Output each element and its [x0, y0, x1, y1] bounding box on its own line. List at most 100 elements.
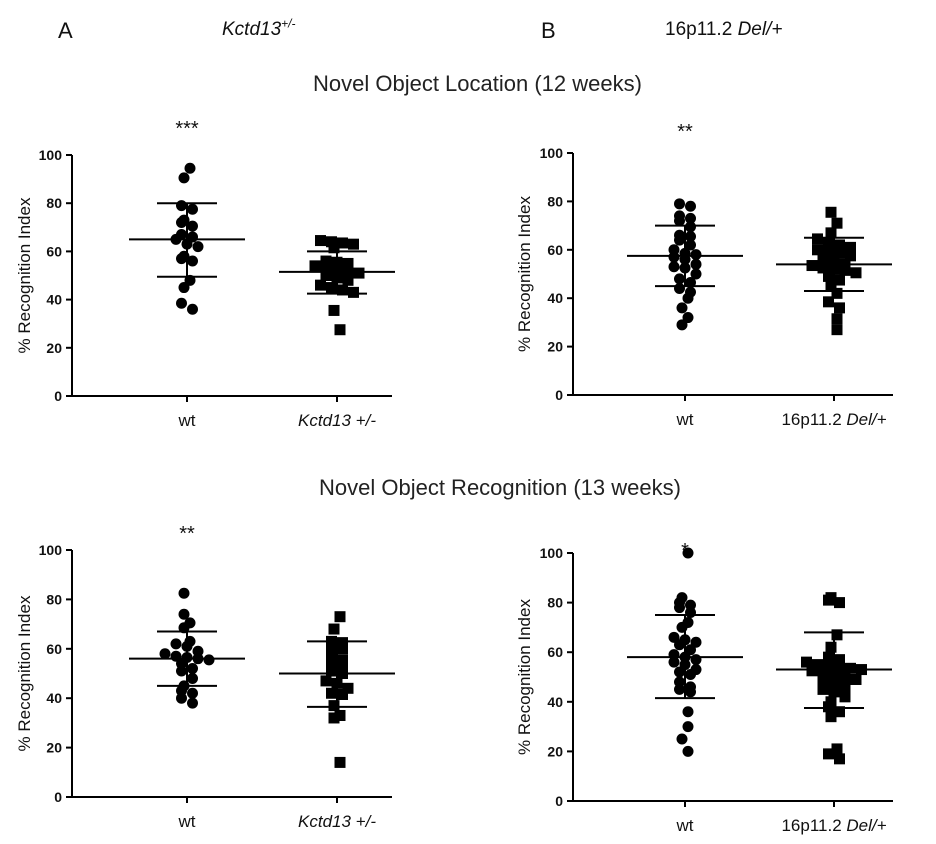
data-point	[834, 753, 845, 765]
data-point	[348, 238, 359, 250]
data-point	[328, 700, 340, 712]
data-point	[823, 701, 834, 713]
data-point	[682, 721, 694, 733]
data-point	[192, 241, 204, 253]
data-point	[831, 743, 843, 755]
data-point	[176, 297, 187, 309]
significance-label: **	[677, 121, 693, 143]
data-point	[823, 660, 834, 672]
y-tick-label: 40	[547, 290, 563, 306]
data-point	[176, 665, 187, 677]
data-point	[685, 221, 696, 233]
data-point	[812, 659, 823, 671]
panel-b-genotype: 16p11.2 Del/+	[665, 19, 782, 41]
data-point	[337, 643, 348, 655]
data-point	[187, 697, 198, 709]
data-point	[326, 282, 337, 294]
data-point	[674, 602, 685, 614]
data-point	[682, 547, 694, 559]
data-point	[817, 666, 829, 678]
y-tick-label: 0	[555, 793, 563, 809]
y-axis-label: % Recognition Index	[515, 599, 534, 755]
data-point	[328, 304, 340, 316]
panel-b-genotype-main: 16p11.2	[665, 19, 738, 40]
y-tick-label: 80	[46, 591, 62, 607]
data-point	[353, 267, 365, 279]
x-tick-label: Kctd13 +/-	[298, 812, 376, 831]
data-point	[668, 261, 680, 273]
x-tick-label: wt	[676, 816, 694, 835]
data-point	[834, 654, 845, 666]
data-point	[320, 255, 332, 267]
data-point	[817, 676, 829, 688]
data-point	[342, 274, 354, 286]
data-point	[823, 651, 834, 663]
data-point	[823, 296, 834, 308]
data-point	[831, 217, 843, 229]
x-tick-label: wt	[178, 812, 196, 831]
data-point	[337, 284, 348, 296]
data-point	[685, 239, 696, 251]
panel-a-genotype-main: Kctd13	[222, 19, 282, 40]
data-point	[674, 639, 685, 651]
y-tick-label: 60	[46, 243, 62, 259]
data-point	[187, 663, 198, 675]
data-point	[834, 274, 845, 286]
data-point	[823, 237, 834, 249]
data-point	[184, 162, 196, 174]
data-point	[674, 683, 685, 695]
y-tick-label: 100	[540, 145, 564, 161]
panel-a-genotype-sup: +/-	[281, 16, 296, 31]
x-tick-label: wt	[676, 410, 694, 429]
y-tick-label: 60	[547, 242, 563, 258]
data-point	[834, 597, 845, 609]
data-point	[187, 687, 198, 699]
data-point	[320, 262, 332, 274]
data-point	[834, 661, 845, 673]
data-point	[823, 270, 834, 282]
data-point	[834, 239, 845, 251]
data-point	[320, 675, 332, 687]
data-point	[806, 260, 818, 272]
data-point	[326, 640, 337, 652]
data-point	[806, 665, 818, 677]
data-point	[337, 688, 348, 700]
data-point	[676, 302, 688, 314]
data-point	[326, 236, 337, 248]
data-point	[674, 234, 685, 246]
data-point	[326, 650, 337, 662]
data-point	[812, 233, 823, 245]
data-point	[328, 712, 340, 724]
data-point	[676, 733, 688, 745]
data-point	[326, 665, 337, 677]
data-point	[685, 212, 696, 224]
data-point	[817, 253, 829, 265]
data-point	[159, 648, 171, 660]
data-point	[834, 706, 845, 718]
y-tick-label: 0	[555, 387, 563, 403]
data-point	[831, 629, 843, 641]
significance-label: ***	[175, 118, 199, 140]
data-point	[823, 594, 834, 606]
significance-label: **	[179, 523, 195, 545]
data-point	[839, 681, 851, 693]
y-tick-label: 40	[547, 694, 563, 710]
data-point	[337, 661, 348, 673]
data-point	[178, 172, 190, 184]
x-tick-label-italic: Del/+	[846, 816, 886, 835]
data-point	[326, 658, 337, 670]
y-tick-label: 60	[46, 641, 62, 657]
y-axis-label: % Recognition Index	[515, 196, 534, 352]
data-point	[309, 260, 321, 272]
data-point	[337, 654, 348, 666]
data-point	[690, 249, 702, 261]
data-point	[187, 255, 198, 267]
data-point	[801, 656, 812, 668]
data-point	[187, 672, 198, 684]
data-point	[328, 623, 340, 635]
x-tick-label: 16p11.2 Del/+	[781, 410, 886, 429]
data-point	[676, 319, 688, 331]
x-tick-label: 16p11.2 Del/+	[781, 816, 886, 835]
data-point	[850, 267, 862, 279]
data-point	[348, 286, 359, 298]
